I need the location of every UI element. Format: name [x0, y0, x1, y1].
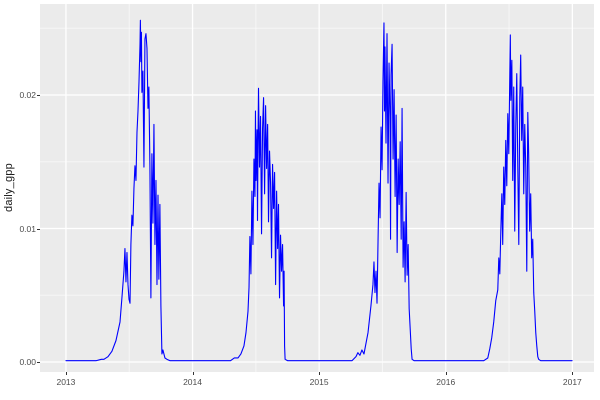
- x-tick-mark: [572, 372, 574, 375]
- x-tick-label: 2015: [309, 377, 329, 387]
- plot-panel: [40, 4, 594, 372]
- x-tick-label: 2013: [56, 377, 76, 387]
- y-tick-mark: [37, 95, 40, 97]
- x-tick-mark: [445, 372, 447, 375]
- y-tick-label: 0.00: [19, 356, 36, 367]
- y-tick-mark: [37, 361, 40, 363]
- x-tick-mark: [319, 372, 321, 375]
- x-tick-label: 2014: [183, 377, 202, 387]
- y-tick-label: 0.01: [19, 223, 36, 234]
- y-tick-mark: [37, 228, 40, 230]
- y-axis-title: daily_gpp: [3, 163, 15, 213]
- daily_gpp-line-series: [65, 19, 573, 362]
- line-chart-svg: [40, 4, 594, 372]
- x-tick-mark: [192, 372, 194, 375]
- x-tick-mark: [65, 372, 67, 375]
- x-tick-label: 2017: [562, 377, 582, 387]
- x-tick-label: 2016: [436, 377, 456, 387]
- y-tick-label: 0.02: [19, 90, 36, 101]
